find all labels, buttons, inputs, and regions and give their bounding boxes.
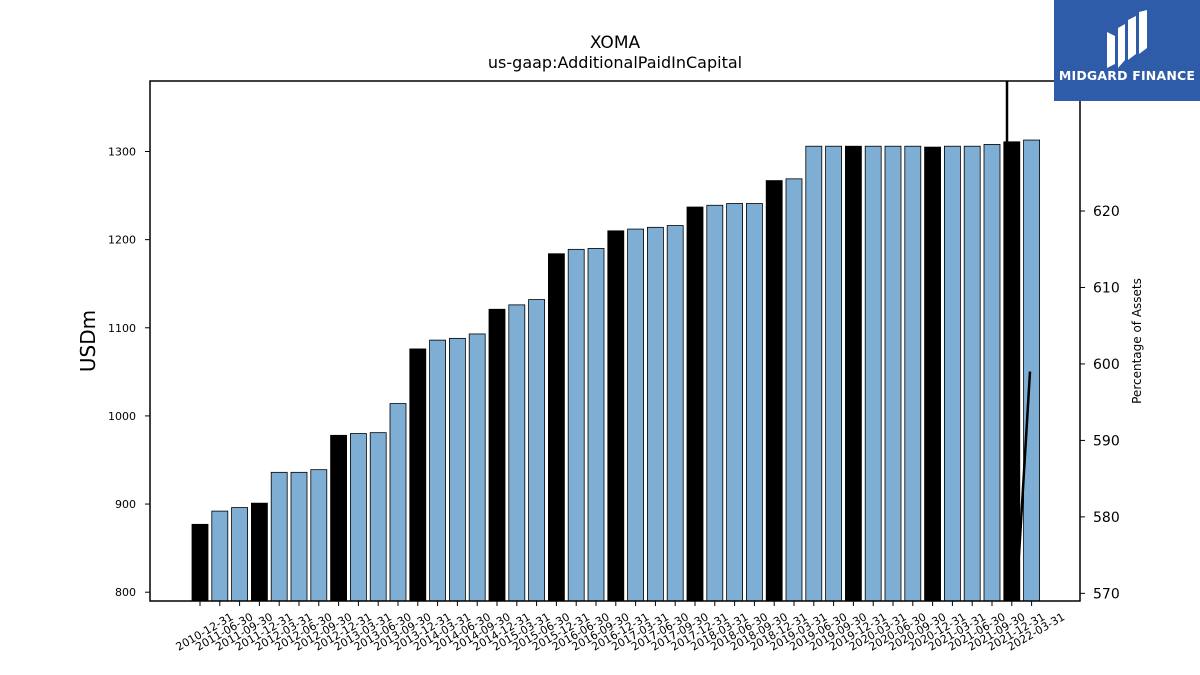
bar: [746, 203, 763, 602]
bar: [785, 178, 803, 602]
chart-subtitle: us-gaap:AdditionalPaidInCapital: [488, 53, 742, 72]
bar: [706, 204, 724, 602]
bar: [805, 145, 823, 602]
bar: [627, 228, 644, 602]
y-axis-label: USDm: [76, 310, 100, 372]
y2-tick-label: 600: [1093, 357, 1120, 373]
bar: [389, 403, 407, 602]
bar: [409, 348, 427, 602]
y2-tick-label: 610: [1093, 280, 1120, 296]
y-tick-label: 1200: [108, 234, 136, 247]
bar: [270, 471, 288, 602]
chart-title: XOMA: [590, 33, 641, 53]
bar: [845, 145, 862, 602]
bar: [429, 339, 447, 602]
bars: [191, 139, 1040, 602]
bar: [468, 333, 486, 602]
y-axis: 800 900 1000 1100 1200 1300: [108, 146, 150, 599]
bar: [250, 502, 268, 602]
logo-text: MIDGARD FINANCE: [1058, 68, 1196, 83]
bar: [310, 469, 328, 602]
pct-assets-line: [1005, 81, 1032, 556]
plot-frame: [149, 80, 1081, 602]
bar: [290, 471, 308, 602]
bar: [528, 299, 545, 602]
bar: [369, 432, 387, 602]
y2-axis-label: Percentage of Assets: [1130, 278, 1144, 404]
bar: [983, 144, 1001, 602]
bar: [448, 337, 466, 602]
bar: [963, 145, 981, 602]
bar: [330, 434, 348, 602]
y-tick-label: 800: [115, 586, 136, 599]
bar: [904, 145, 922, 602]
bar: [191, 523, 209, 602]
bar: [567, 248, 585, 602]
bar: [1023, 139, 1040, 602]
bar: [548, 253, 565, 602]
bar: [488, 308, 506, 602]
midgard-finance-logo: MIDGARD FINANCE: [1054, 0, 1200, 101]
bar: [884, 145, 902, 602]
bar: [726, 203, 743, 602]
bar: [686, 206, 704, 602]
bar: [587, 248, 605, 602]
pct-assets-line-layer: [1005, 81, 1032, 556]
bar: [924, 146, 941, 602]
x-axis: 2010-12-312011-06-302011-09-302011-12-31…: [174, 601, 1067, 654]
bar: [231, 507, 249, 602]
bar: [607, 230, 625, 602]
bar: [765, 180, 783, 602]
bar: [864, 145, 882, 602]
y2-tick-label: 580: [1093, 510, 1120, 526]
bar: [211, 510, 229, 602]
y2-axis: 570 580 590 600 610 620: [1080, 204, 1120, 602]
bar: [825, 145, 842, 602]
y-tick-label: 1000: [108, 410, 136, 423]
y2-tick-label: 570: [1093, 586, 1120, 602]
bar: [647, 226, 664, 602]
y2-tick-label: 590: [1093, 433, 1120, 449]
bar: [508, 304, 526, 602]
midgard-logo-mark-icon: [1107, 10, 1147, 68]
y2-tick-label: 620: [1093, 204, 1120, 220]
y-tick-label: 900: [115, 498, 136, 511]
bar: [349, 433, 367, 602]
y-tick-label: 1300: [108, 146, 136, 159]
y-tick-label: 1100: [108, 322, 136, 335]
bar: [944, 145, 961, 602]
bar: [666, 225, 684, 602]
